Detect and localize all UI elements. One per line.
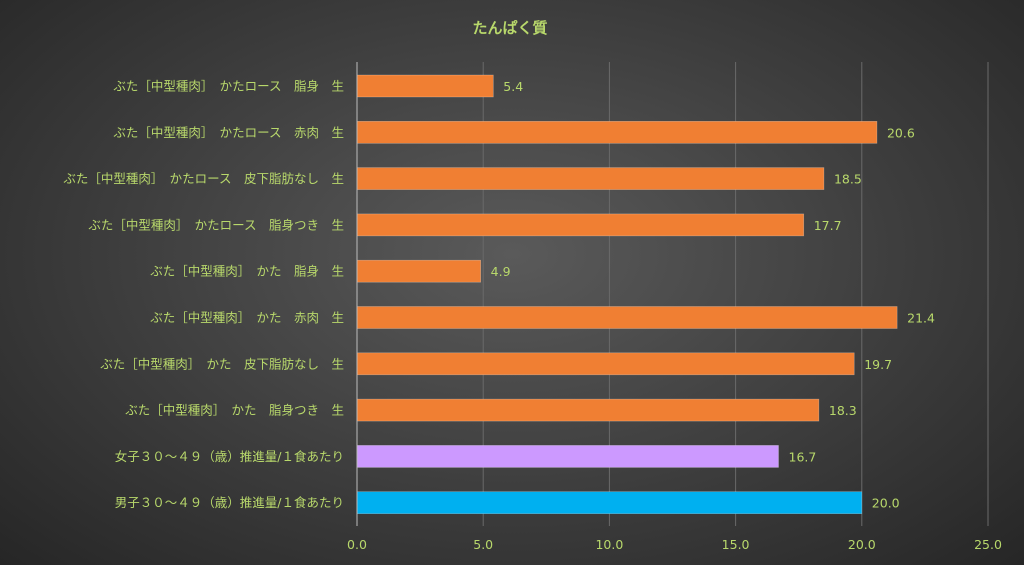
bar bbox=[356, 259, 481, 283]
category-label: ぶた［中型種肉］ かた 皮下脂肪なし 生 bbox=[100, 356, 344, 371]
data-label: 18.5 bbox=[834, 172, 862, 187]
bars bbox=[356, 74, 898, 515]
data-label: 20.6 bbox=[887, 125, 915, 140]
category-label: ぶた［中型種肉］ かた 脂身つき 生 bbox=[125, 403, 344, 418]
category-label: 男子３０～４９（歳）推進量/１食あたり bbox=[115, 495, 344, 510]
bar bbox=[356, 352, 855, 376]
bar bbox=[356, 213, 805, 237]
bar bbox=[356, 445, 779, 468]
category-label: ぶた［中型種肉］ かたロース 脂身 生 bbox=[113, 79, 344, 94]
x-axis-ticks: 0.0 5.0 10.0 15.0 20.0 25.0 bbox=[347, 537, 1002, 552]
bar bbox=[356, 167, 825, 190]
category-label: ぶた［中型種肉］ かたロース 皮下脂肪なし 生 bbox=[63, 171, 344, 186]
x-tick-label: 20.0 bbox=[848, 537, 876, 552]
x-tick-label: 10.0 bbox=[595, 537, 623, 552]
data-label: 5.4 bbox=[503, 79, 523, 94]
x-tick-label: 15.0 bbox=[722, 537, 750, 552]
category-labels: ぶた［中型種肉］ かたロース 脂身 生ぶた［中型種肉］ かたロース 赤肉 生ぶた… bbox=[63, 79, 344, 511]
data-label: 17.7 bbox=[814, 218, 842, 233]
bar bbox=[356, 121, 878, 144]
x-tick-label: 25.0 bbox=[974, 537, 1002, 552]
data-label: 21.4 bbox=[907, 311, 935, 326]
x-tick-label: 0.0 bbox=[347, 537, 367, 552]
bar bbox=[356, 491, 863, 515]
data-label: 4.9 bbox=[491, 264, 511, 279]
bar bbox=[356, 306, 898, 329]
category-label: ぶた［中型種肉］ かたロース 赤肉 生 bbox=[113, 125, 344, 140]
category-label: ぶた［中型種肉］ かたロース 脂身つき 生 bbox=[88, 217, 344, 232]
x-tick-label: 5.0 bbox=[473, 537, 493, 552]
chart-title: たんぱく質 bbox=[472, 19, 547, 37]
category-label: ぶた［中型種肉］ かた 脂身 生 bbox=[150, 264, 344, 279]
data-labels: 5.4 20.6 18.5 17.7 4.9 21.4 19.7 18.3 16.7 20.0 bbox=[491, 79, 935, 511]
data-label: 16.7 bbox=[789, 449, 817, 464]
bar bbox=[356, 398, 820, 422]
data-label: 18.3 bbox=[829, 403, 857, 418]
data-label: 20.0 bbox=[872, 496, 900, 511]
category-label: ぶた［中型種肉］ かた 赤肉 生 bbox=[150, 310, 344, 325]
data-label: 19.7 bbox=[864, 357, 892, 372]
bar bbox=[356, 74, 494, 98]
category-label: 女子３０～４９（歳）推進量/１食あたり bbox=[115, 449, 344, 464]
